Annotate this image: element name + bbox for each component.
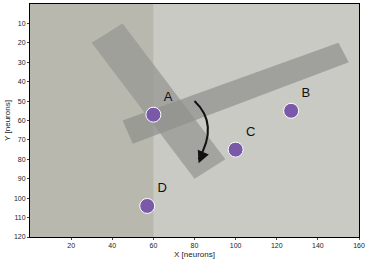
svg-text:80: 80 (18, 156, 26, 163)
svg-text:70: 70 (18, 136, 26, 143)
svg-text:D: D (158, 180, 167, 195)
svg-text:100: 100 (230, 242, 242, 249)
svg-text:100: 100 (14, 195, 26, 202)
svg-text:40: 40 (18, 78, 26, 85)
svg-text:60: 60 (149, 242, 157, 249)
svg-text:120: 120 (14, 233, 26, 240)
svg-text:80: 80 (191, 242, 199, 249)
svg-text:20: 20 (18, 39, 26, 46)
svg-text:A: A (164, 89, 173, 104)
svg-text:B: B (302, 85, 311, 100)
svg-text:50: 50 (18, 98, 26, 105)
svg-text:140: 140 (312, 242, 324, 249)
svg-text:90: 90 (18, 175, 26, 182)
svg-text:160: 160 (353, 242, 365, 249)
svg-text:120: 120 (271, 242, 283, 249)
svg-text:40: 40 (108, 242, 116, 249)
svg-text:Y [neurons]: Y [neurons] (3, 100, 12, 141)
svg-text:C: C (246, 124, 255, 139)
svg-text:30: 30 (18, 59, 26, 66)
svg-text:110: 110 (14, 214, 25, 221)
svg-text:X [neurons]: X [neurons] (174, 250, 215, 259)
svg-text:20: 20 (67, 242, 75, 249)
svg-text:60: 60 (18, 117, 26, 124)
svg-text:10: 10 (18, 20, 26, 27)
